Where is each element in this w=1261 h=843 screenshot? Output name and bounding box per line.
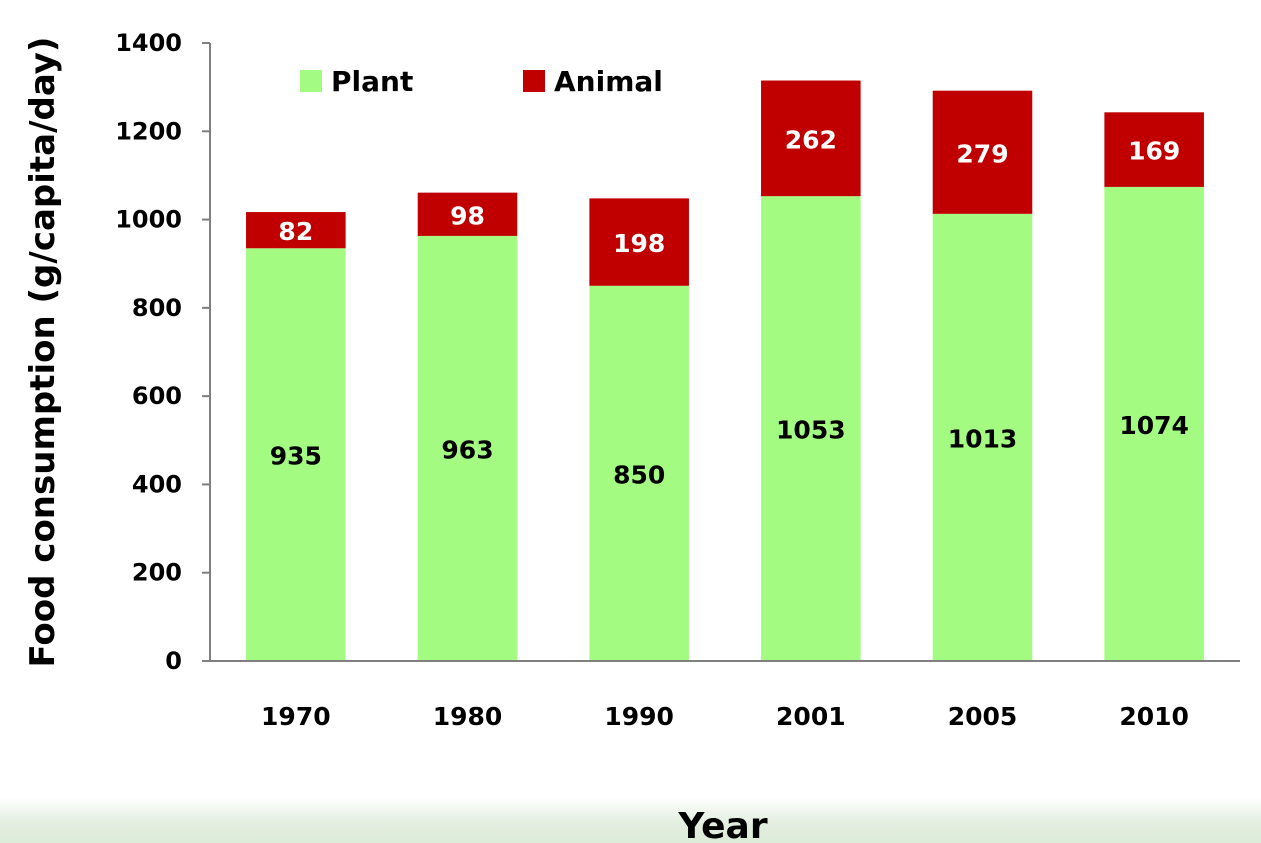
legend: Plant Animal: [300, 65, 663, 98]
x-tick-label: 1970: [261, 702, 331, 731]
x-tick-label: 2010: [1119, 702, 1189, 731]
x-axis-label: Year: [677, 806, 767, 843]
data-label-plant-1980: 963: [441, 435, 493, 464]
data-labels: 935 82 963 98 850 198 1053 262 1013 279 1074 169: [270, 125, 1189, 489]
y-tick-label: 0: [165, 647, 182, 675]
legend-label-animal: Animal: [554, 65, 663, 98]
x-tick-label: 1990: [604, 702, 674, 731]
bars: [246, 81, 1204, 661]
data-label-plant-2001: 1053: [776, 416, 846, 445]
y-tick-label: 1000: [115, 206, 182, 234]
data-label-animal-2005: 279: [956, 139, 1008, 168]
legend-swatch-plant: [300, 70, 322, 92]
data-label-animal-1980: 98: [450, 201, 485, 230]
y-tick-label: 1200: [115, 117, 182, 145]
data-label-plant-2005: 1013: [948, 424, 1018, 453]
y-tick-label: 1400: [115, 29, 182, 57]
data-label-animal-2001: 262: [785, 125, 837, 154]
data-label-plant-1990: 850: [613, 460, 665, 489]
x-tick-label: 1980: [433, 702, 503, 731]
y-axis-label: Food consumption (g/capita/day): [23, 37, 63, 668]
legend-label-plant: Plant: [331, 65, 413, 98]
legend-swatch-animal: [523, 70, 545, 92]
x-tick-label: 2001: [776, 702, 846, 731]
x-tick-label: 2005: [948, 702, 1018, 731]
y-tick-label: 200: [132, 559, 182, 587]
x-axis: 1970 1980 1990 2001 2005 2010: [261, 702, 1189, 731]
data-label-plant-2010: 1074: [1119, 411, 1189, 440]
y-tick-label: 600: [132, 382, 182, 410]
data-label-animal-1970: 82: [278, 217, 313, 246]
data-label-animal-1990: 198: [613, 229, 665, 258]
y-axis: 0 200 400 600 800 1000 1200 1400: [115, 29, 210, 675]
y-tick-label: 800: [132, 294, 182, 322]
y-tick-label: 400: [132, 470, 182, 498]
data-label-plant-1970: 935: [270, 442, 322, 471]
data-label-animal-2010: 169: [1128, 137, 1180, 166]
